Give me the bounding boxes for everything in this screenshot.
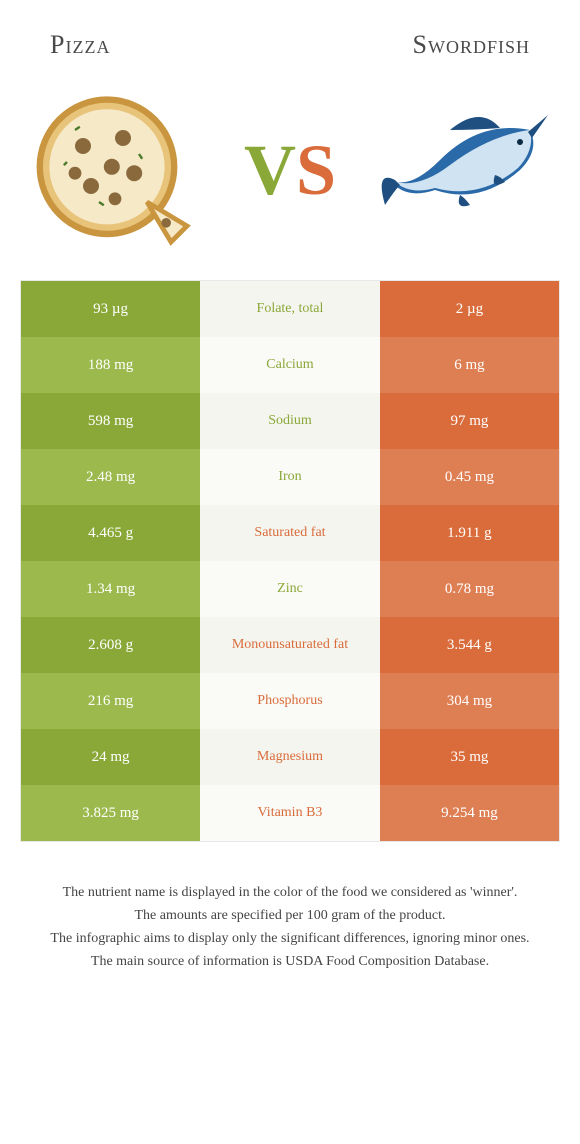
value-right: 0.45 mg	[380, 449, 559, 505]
value-right: 1.911 g	[380, 505, 559, 561]
title-right: Swordfish	[413, 30, 530, 60]
table-row: 4.465 gSaturated fat1.911 g	[21, 505, 559, 561]
nutrient-label: Calcium	[200, 337, 380, 393]
vs-s: S	[296, 130, 336, 210]
value-left: 93 µg	[21, 281, 200, 337]
footer-line-4: The main source of information is USDA F…	[30, 951, 550, 972]
table-row: 2.608 gMonounsaturated fat3.544 g	[21, 617, 559, 673]
nutrient-label: Iron	[200, 449, 380, 505]
swordfish-image	[380, 85, 550, 255]
value-left: 2.48 mg	[21, 449, 200, 505]
vs-label: VS	[244, 129, 336, 212]
value-left: 3.825 mg	[21, 785, 200, 841]
value-left: 2.608 g	[21, 617, 200, 673]
header: Pizza Swordfish	[0, 0, 580, 70]
pizza-image	[30, 85, 200, 255]
nutrient-label: Folate, total	[200, 281, 380, 337]
value-left: 216 mg	[21, 673, 200, 729]
value-left: 188 mg	[21, 337, 200, 393]
value-right: 2 µg	[380, 281, 559, 337]
nutrient-table: 93 µgFolate, total2 µg188 mgCalcium6 mg5…	[20, 280, 560, 842]
table-row: 93 µgFolate, total2 µg	[21, 281, 559, 337]
vs-v: V	[244, 130, 296, 210]
table-row: 3.825 mgVitamin B39.254 mg	[21, 785, 559, 841]
value-right: 97 mg	[380, 393, 559, 449]
value-right: 3.544 g	[380, 617, 559, 673]
value-right: 35 mg	[380, 729, 559, 785]
table-row: 188 mgCalcium6 mg	[21, 337, 559, 393]
footer-line-1: The nutrient name is displayed in the co…	[30, 882, 550, 903]
value-left: 24 mg	[21, 729, 200, 785]
nutrient-label: Phosphorus	[200, 673, 380, 729]
footer-notes: The nutrient name is displayed in the co…	[0, 842, 580, 972]
footer-line-2: The amounts are specified per 100 gram o…	[30, 905, 550, 926]
footer-line-3: The infographic aims to display only the…	[30, 928, 550, 949]
nutrient-label: Monounsaturated fat	[200, 617, 380, 673]
title-left: Pizza	[50, 30, 110, 60]
table-row: 216 mgPhosphorus304 mg	[21, 673, 559, 729]
value-right: 6 mg	[380, 337, 559, 393]
nutrient-label: Saturated fat	[200, 505, 380, 561]
value-left: 4.465 g	[21, 505, 200, 561]
hero-row: VS	[0, 70, 580, 280]
nutrient-label: Sodium	[200, 393, 380, 449]
nutrient-label: Vitamin B3	[200, 785, 380, 841]
table-row: 598 mgSodium97 mg	[21, 393, 559, 449]
table-row: 24 mgMagnesium35 mg	[21, 729, 559, 785]
value-right: 9.254 mg	[380, 785, 559, 841]
value-right: 304 mg	[380, 673, 559, 729]
nutrient-label: Zinc	[200, 561, 380, 617]
value-right: 0.78 mg	[380, 561, 559, 617]
value-left: 598 mg	[21, 393, 200, 449]
value-left: 1.34 mg	[21, 561, 200, 617]
nutrient-label: Magnesium	[200, 729, 380, 785]
table-row: 1.34 mgZinc0.78 mg	[21, 561, 559, 617]
table-row: 2.48 mgIron0.45 mg	[21, 449, 559, 505]
